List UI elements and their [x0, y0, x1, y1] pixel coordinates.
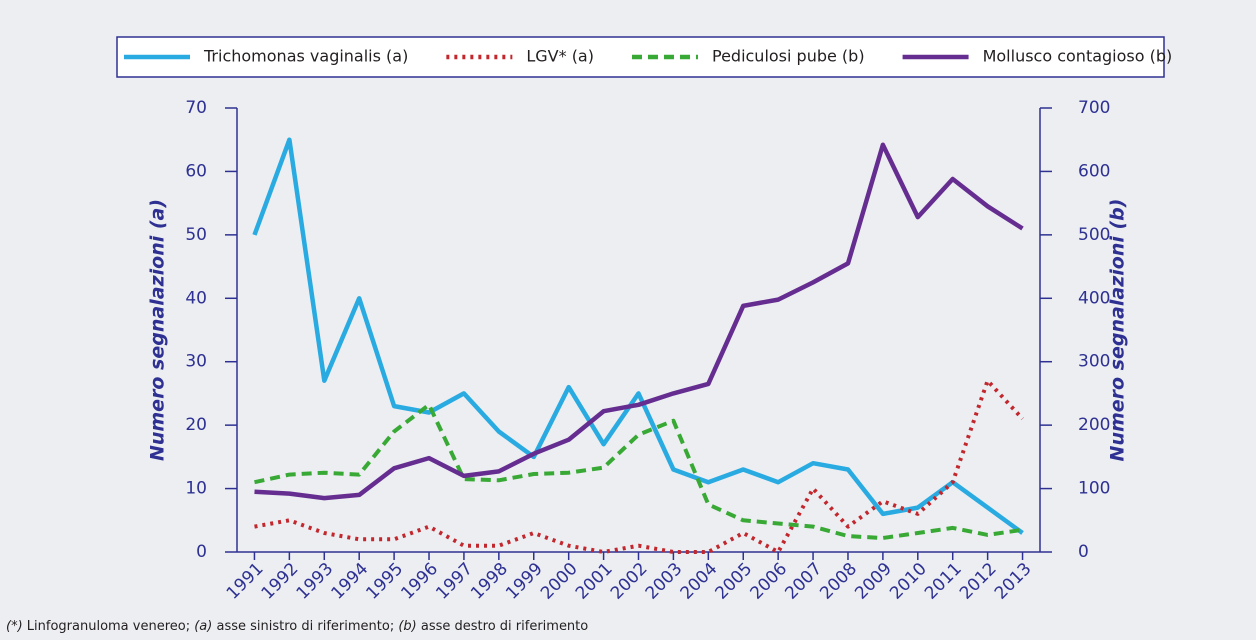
- footnote-part: (a): [194, 619, 212, 634]
- y-tick-label: 60: [185, 161, 207, 181]
- y2-axis-label: Numero segnalazioni (b): [1107, 199, 1129, 462]
- y2-tick-label: 500: [1078, 225, 1110, 245]
- x-tick-label: 2006: [746, 559, 791, 604]
- x-tick-label: 2009: [851, 559, 896, 604]
- y2-tick-label: 200: [1078, 415, 1110, 435]
- footnote-part: asse destro di riferimento: [417, 619, 589, 634]
- x-tick-label: 1993: [293, 559, 338, 604]
- y2-tick-label: 300: [1078, 352, 1110, 372]
- y-tick-label: 10: [185, 479, 207, 499]
- x-tick-label: 2008: [816, 559, 861, 604]
- x-tick-label: 1997: [432, 559, 477, 604]
- y-tick-label: 40: [185, 288, 207, 308]
- x-tick-label: 1995: [362, 559, 407, 604]
- x-tick-label: 2005: [712, 559, 757, 604]
- x-tick-label: 2011: [921, 559, 966, 604]
- x-tick-label: 2013: [991, 559, 1036, 604]
- y-tick-label: 30: [185, 352, 207, 372]
- y2-tick-label: 700: [1078, 98, 1110, 118]
- y2-tick-label: 100: [1078, 479, 1110, 499]
- y-tick-label: 0: [196, 542, 207, 562]
- x-tick-label: 1994: [328, 559, 373, 604]
- y2-tick-label: 0: [1078, 542, 1089, 562]
- x-tick-label: 1998: [467, 559, 512, 604]
- x-tick-label: 2004: [677, 559, 722, 604]
- footnote-part: (b): [398, 619, 416, 634]
- x-tick-label: 1999: [502, 559, 547, 604]
- x-tick-label: 2002: [607, 559, 652, 604]
- footnote: (*) Linfogranuloma venereo; (a) asse sin…: [6, 619, 588, 634]
- footnote-part: asse sinistro di riferimento;: [212, 619, 398, 634]
- series-line: [254, 402, 1023, 540]
- legend-label: Trichomonas vaginalis (a): [203, 47, 408, 66]
- series-line: [254, 142, 1024, 501]
- x-tick-label: 1991: [223, 559, 268, 604]
- x-tick-label: 2007: [781, 559, 826, 604]
- x-tick-label: 1992: [258, 559, 303, 604]
- y2-tick-label: 600: [1078, 161, 1110, 181]
- y-tick-label: 70: [185, 98, 207, 118]
- y2-tick-label: 400: [1078, 288, 1110, 308]
- y-tick-label: 50: [185, 225, 207, 245]
- x-tick-label: 2001: [572, 559, 617, 604]
- legend-label: Pediculosi pube (b): [712, 47, 865, 66]
- footnote-part: (*): [6, 619, 23, 634]
- x-tick-label: 2003: [642, 559, 687, 604]
- footnote-part: Linfogranuloma venereo;: [23, 619, 195, 634]
- legend-label: Mollusco contagioso (b): [983, 47, 1173, 66]
- legend: Trichomonas vaginalis (a) LGV* (a) Pedicul…: [124, 47, 1172, 66]
- series-line: [252, 137, 1024, 535]
- x-tick-label: 1996: [397, 559, 442, 604]
- legend-label: LGV* (a): [526, 47, 594, 66]
- x-tick-label: 2010: [886, 559, 931, 604]
- y-tick-label: 20: [185, 415, 207, 435]
- x-tick-label: 2012: [956, 559, 1001, 604]
- y-axis-label: Numero segnalazioni (a): [147, 199, 169, 461]
- series-line: [254, 378, 1024, 554]
- x-tick-label: 2000: [537, 559, 582, 604]
